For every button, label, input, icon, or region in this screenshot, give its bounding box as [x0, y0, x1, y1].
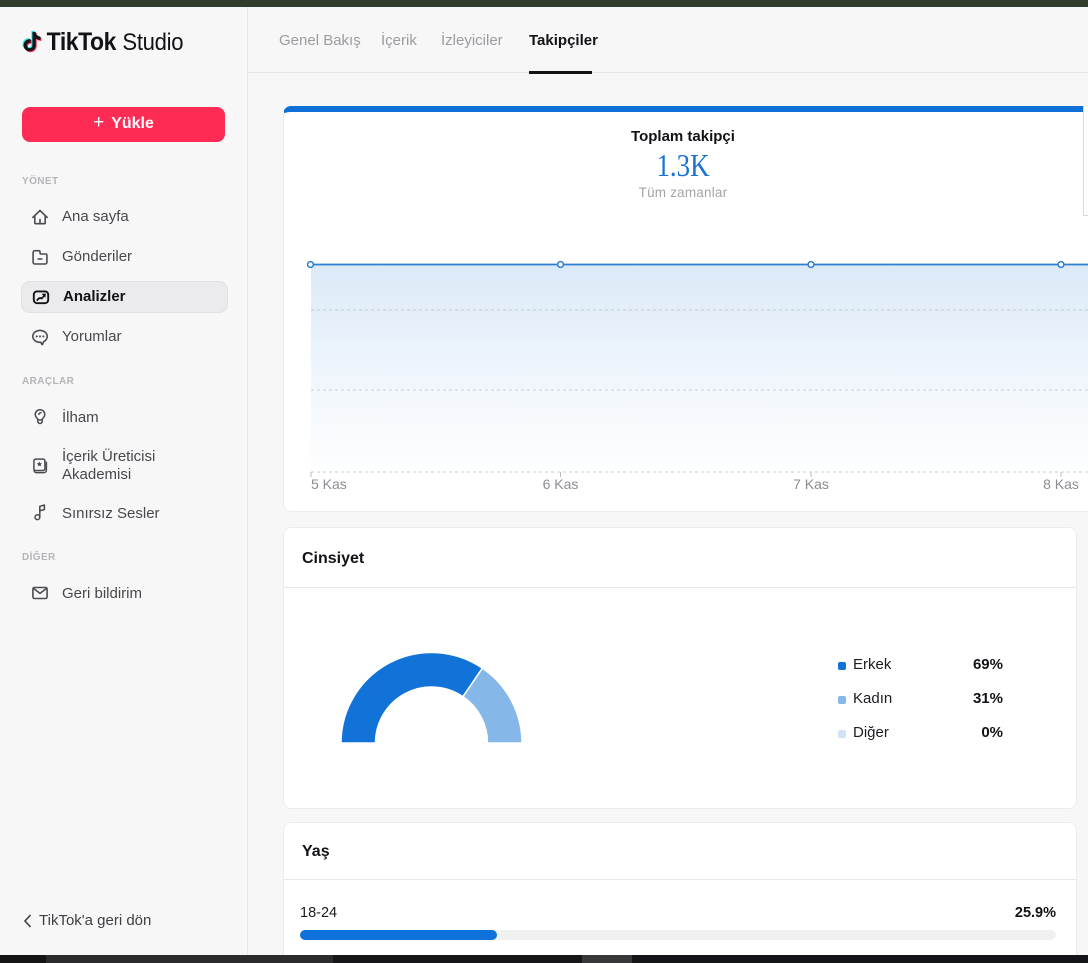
svg-text:5 Kas: 5 Kas — [311, 476, 347, 492]
svg-text:7 Kas: 7 Kas — [793, 476, 829, 492]
svg-text:6 Kas: 6 Kas — [543, 476, 579, 492]
svg-text:8 Kas: 8 Kas — [1043, 476, 1079, 492]
